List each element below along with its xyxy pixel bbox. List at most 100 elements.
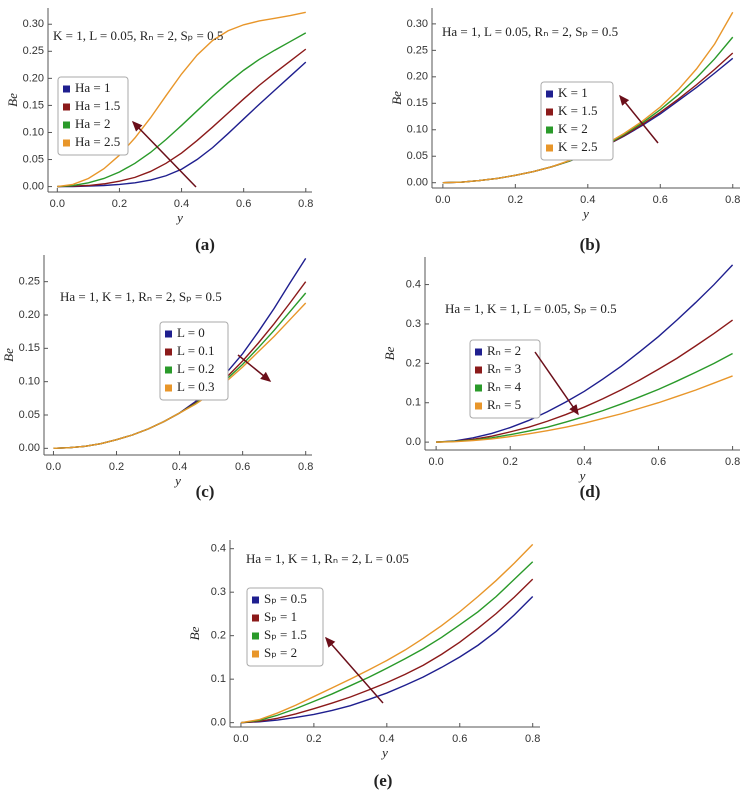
x-axis-label: y	[578, 468, 586, 483]
panel-label: (b)	[580, 235, 601, 254]
legend-swatch	[63, 139, 70, 147]
legend-swatch	[165, 348, 172, 356]
x-axis-label: y	[380, 745, 388, 760]
x-tick-label: 0.6	[236, 198, 251, 210]
arrow	[325, 636, 384, 704]
y-tick-label: 0.0	[211, 717, 226, 729]
y-axis-label: Be	[5, 93, 20, 107]
legend-swatch	[63, 85, 70, 93]
line	[53, 302, 307, 450]
annotation: Ha = 1, K = 1, L = 0.05, Sₚ = 0.5	[445, 301, 617, 316]
legend-box	[469, 339, 541, 419]
y-tick-label: 0.15	[23, 99, 44, 111]
line	[240, 561, 534, 724]
x-tick-label: 0.2	[503, 456, 518, 468]
y-tick-label: 0.15	[407, 97, 428, 109]
y-tick-label: 0.25	[23, 45, 44, 57]
legend-label: Sₚ = 2	[264, 645, 297, 660]
x-tick-label: 0.6	[653, 194, 668, 206]
y-tick-label: 0.1	[406, 397, 421, 409]
y-axis-label: Be	[382, 346, 397, 360]
y-tick-label: 0.3	[406, 318, 421, 330]
line	[436, 352, 733, 443]
legend-swatch	[63, 103, 70, 111]
x-tick-label: 0.6	[235, 461, 250, 473]
legend-label: Ha = 1.5	[75, 98, 120, 113]
legend-box	[540, 81, 614, 161]
x-tick-label: 0.2	[306, 733, 321, 745]
legend-box	[159, 321, 229, 401]
panel-label: (c)	[196, 482, 215, 501]
y-axis-label: Be	[187, 626, 202, 640]
legend-swatch	[475, 366, 482, 374]
legend-label: Sₚ = 0.5	[264, 591, 307, 606]
arrow	[619, 94, 659, 144]
panel-label: (e)	[374, 771, 393, 790]
legend-swatch	[475, 384, 482, 392]
legend-swatch	[546, 126, 553, 134]
legend-label: Ha = 1	[75, 80, 111, 95]
y-tick-label: 0.0	[406, 436, 421, 448]
x-axis-label: y	[173, 473, 181, 488]
y-tick-label: 0.20	[407, 71, 428, 83]
y-tick-label: 0.30	[23, 18, 44, 30]
annotation: K = 1, L = 0.05, Rₙ = 2, Sₚ = 0.5	[53, 28, 223, 43]
y-tick-label: 0.25	[407, 44, 428, 56]
legend-label: Rₙ = 2	[487, 343, 521, 358]
x-tick-label: 0.8	[525, 733, 540, 745]
legend-label: Ha = 2	[75, 116, 111, 131]
y-tick-label: 0.10	[23, 126, 44, 138]
y-tick-label: 0.05	[407, 150, 428, 162]
legend-box	[57, 76, 129, 156]
y-tick-label: 0.00	[23, 180, 44, 192]
x-axis-label: y	[175, 210, 183, 225]
y-tick-label: 0.25	[19, 276, 40, 288]
y-tick-label: 0.1	[211, 673, 226, 685]
legend-label: L = 0.3	[177, 379, 215, 394]
annotation: Ha = 1, K = 1, Rₙ = 2, L = 0.05	[246, 551, 409, 566]
x-tick-label: 0.0	[50, 198, 65, 210]
legend-swatch	[165, 366, 172, 374]
line	[436, 264, 734, 443]
legend-label: K = 1.5	[558, 103, 597, 118]
legend-label: Ha = 2.5	[75, 134, 120, 149]
legend-swatch	[252, 650, 259, 658]
legend-label: K = 2	[558, 121, 588, 136]
y-tick-label: 0.00	[19, 442, 40, 454]
legend-swatch	[252, 632, 259, 640]
legend-swatch	[475, 348, 482, 356]
legend-label: L = 0.1	[177, 343, 215, 358]
legend-label: K = 1	[558, 85, 588, 100]
legend-label: Rₙ = 4	[487, 379, 522, 394]
legend-swatch	[165, 330, 172, 338]
legend-label: Rₙ = 5	[487, 397, 521, 412]
x-tick-label: 0.2	[112, 198, 127, 210]
legend-swatch	[165, 384, 172, 392]
legend-label: L = 0	[177, 325, 205, 340]
legend-label: Sₚ = 1	[264, 609, 297, 624]
y-tick-label: 0.2	[211, 630, 226, 642]
legend-swatch	[546, 144, 553, 152]
legend-label: K = 2.5	[558, 139, 597, 154]
line	[57, 32, 307, 188]
line	[57, 61, 307, 188]
x-tick-label: 0.0	[233, 733, 248, 745]
x-tick-label: 0.4	[174, 198, 189, 210]
x-tick-label: 0.2	[109, 461, 124, 473]
line	[436, 375, 733, 443]
x-tick-label: 0.8	[298, 198, 313, 210]
arrow	[237, 354, 272, 382]
x-tick-label: 0.8	[725, 194, 740, 206]
y-tick-label: 0.10	[407, 124, 428, 136]
x-tick-label: 0.8	[298, 461, 313, 473]
y-tick-label: 0.00	[407, 177, 428, 189]
annotation: Ha = 1, K = 1, Rₙ = 2, Sₚ = 0.5	[60, 289, 222, 304]
x-tick-label: 0.4	[172, 461, 187, 473]
legend-swatch	[546, 90, 553, 98]
annotation: Ha = 1, L = 0.05, Rₙ = 2, Sₚ = 0.5	[442, 24, 618, 39]
legend-swatch	[475, 402, 482, 410]
y-tick-label: 0.30	[407, 18, 428, 30]
y-tick-label: 0.3	[211, 586, 226, 598]
x-tick-label: 0.8	[725, 456, 740, 468]
legend-swatch	[63, 121, 70, 129]
